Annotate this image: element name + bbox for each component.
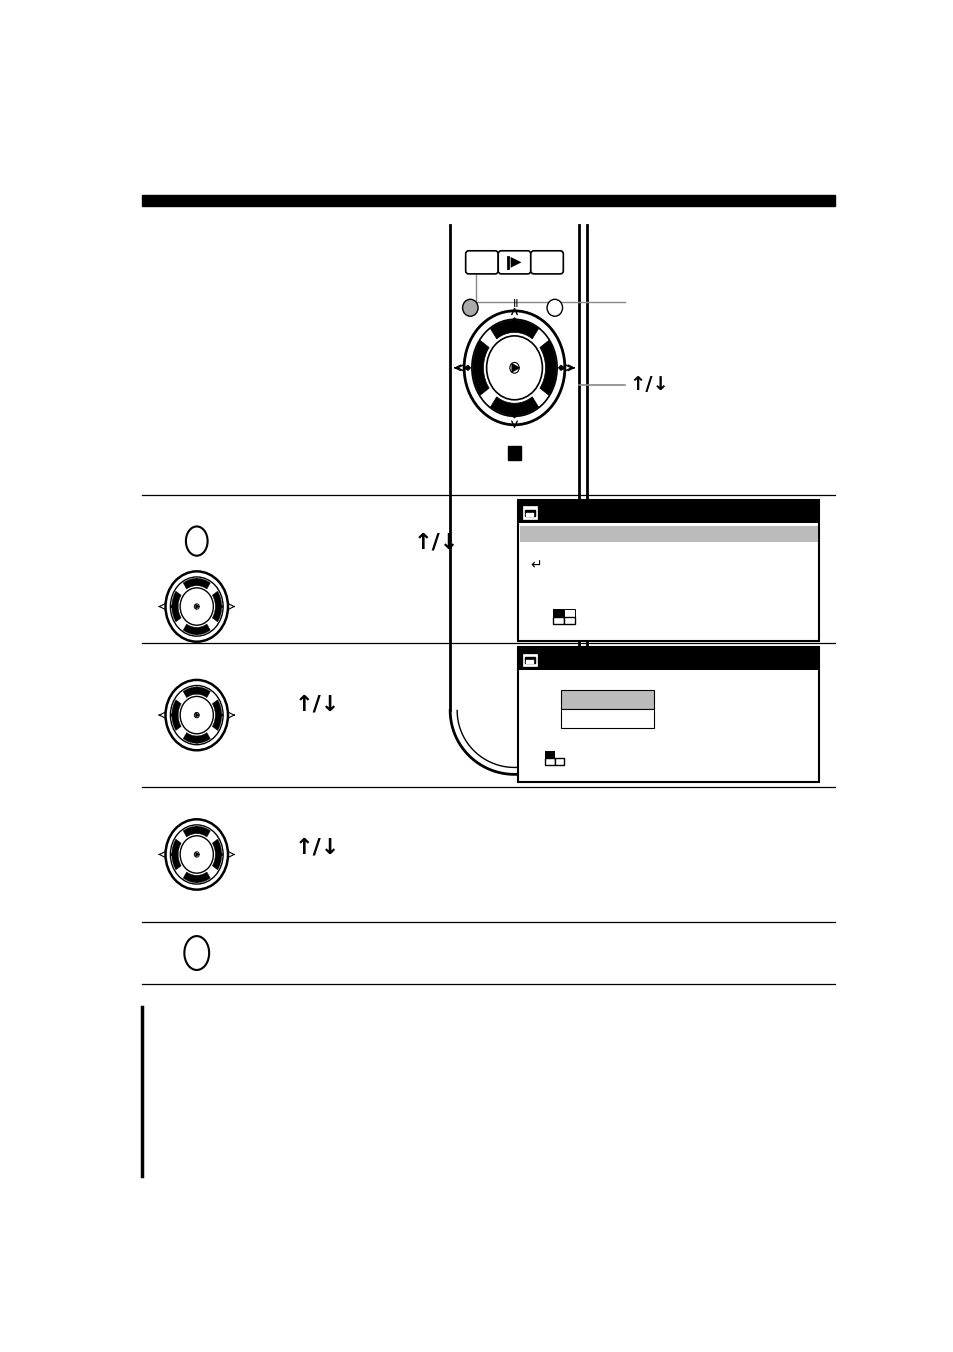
Polygon shape	[220, 853, 223, 856]
Text: ↑/↓: ↑/↓	[294, 837, 339, 857]
Text: ↑/↓: ↑/↓	[414, 533, 458, 553]
Polygon shape	[183, 687, 210, 698]
Bar	[555, 758, 563, 765]
Polygon shape	[183, 826, 210, 837]
Polygon shape	[172, 591, 181, 622]
Ellipse shape	[171, 577, 223, 637]
Polygon shape	[213, 700, 221, 730]
Bar	[142, 195, 835, 206]
Bar	[517, 500, 819, 523]
Polygon shape	[195, 880, 197, 883]
Polygon shape	[195, 713, 199, 718]
Bar	[522, 507, 537, 519]
Polygon shape	[195, 687, 197, 690]
Polygon shape	[213, 591, 221, 622]
Ellipse shape	[462, 299, 477, 316]
Polygon shape	[490, 320, 537, 339]
Ellipse shape	[184, 936, 209, 969]
Polygon shape	[220, 714, 223, 717]
FancyBboxPatch shape	[530, 250, 562, 274]
Polygon shape	[172, 700, 181, 730]
Ellipse shape	[180, 588, 213, 625]
Text: ↑/↓: ↑/↓	[294, 695, 339, 714]
Ellipse shape	[171, 825, 223, 884]
Polygon shape	[171, 606, 173, 607]
Bar	[560, 690, 654, 708]
Polygon shape	[510, 257, 521, 268]
Ellipse shape	[165, 572, 228, 642]
Bar	[525, 514, 529, 515]
Polygon shape	[195, 604, 199, 608]
Polygon shape	[195, 826, 197, 829]
Ellipse shape	[165, 819, 228, 890]
Bar	[530, 514, 533, 515]
Polygon shape	[464, 365, 470, 370]
Bar	[507, 446, 521, 460]
Ellipse shape	[180, 836, 213, 873]
Ellipse shape	[186, 526, 208, 556]
Ellipse shape	[464, 311, 564, 425]
Ellipse shape	[180, 696, 213, 734]
Bar	[563, 608, 575, 617]
Bar	[530, 660, 533, 662]
Polygon shape	[511, 364, 519, 372]
Polygon shape	[195, 852, 199, 857]
Ellipse shape	[472, 319, 557, 416]
Ellipse shape	[171, 685, 223, 745]
Ellipse shape	[165, 680, 228, 750]
Bar	[517, 500, 819, 641]
Ellipse shape	[486, 335, 542, 400]
Bar	[517, 648, 819, 671]
FancyBboxPatch shape	[497, 250, 530, 274]
Polygon shape	[220, 606, 223, 607]
Bar	[545, 758, 555, 765]
Text: ↑/↓: ↑/↓	[629, 376, 668, 395]
Polygon shape	[171, 714, 173, 717]
Polygon shape	[472, 341, 489, 395]
Polygon shape	[183, 579, 210, 589]
Bar	[545, 752, 555, 758]
Bar	[553, 617, 563, 625]
Polygon shape	[183, 625, 210, 634]
Polygon shape	[539, 341, 556, 395]
Polygon shape	[183, 733, 210, 744]
Bar	[524, 510, 535, 515]
Polygon shape	[195, 579, 197, 581]
Polygon shape	[195, 741, 197, 744]
Bar	[525, 660, 529, 662]
Polygon shape	[490, 397, 537, 415]
Polygon shape	[171, 853, 173, 856]
Text: ↵: ↵	[530, 558, 541, 572]
Bar	[524, 657, 535, 662]
Ellipse shape	[194, 852, 199, 857]
Bar	[519, 526, 817, 542]
Ellipse shape	[194, 713, 199, 718]
Polygon shape	[512, 318, 517, 324]
Polygon shape	[172, 840, 181, 869]
Polygon shape	[558, 365, 564, 370]
Text: II: II	[513, 299, 518, 308]
FancyBboxPatch shape	[465, 250, 497, 274]
Polygon shape	[195, 631, 197, 634]
Bar	[563, 617, 575, 625]
Ellipse shape	[194, 604, 199, 610]
Polygon shape	[512, 412, 517, 418]
Ellipse shape	[509, 362, 518, 373]
Bar	[522, 653, 537, 665]
Polygon shape	[183, 872, 210, 883]
Bar	[553, 608, 563, 617]
Bar	[560, 708, 654, 729]
Bar	[517, 648, 819, 781]
Ellipse shape	[546, 299, 562, 316]
Polygon shape	[213, 840, 221, 869]
